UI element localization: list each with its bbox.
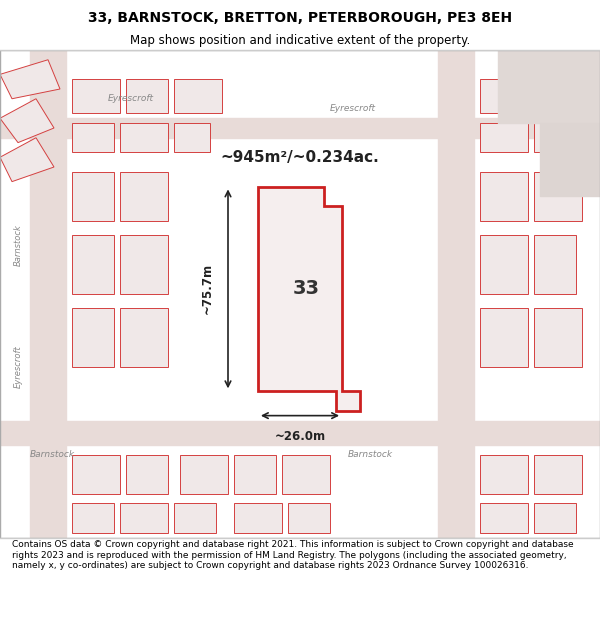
Text: ~26.0m: ~26.0m bbox=[274, 430, 326, 443]
FancyBboxPatch shape bbox=[534, 172, 582, 221]
Polygon shape bbox=[0, 99, 54, 142]
FancyBboxPatch shape bbox=[126, 454, 168, 494]
Text: ~75.7m: ~75.7m bbox=[200, 263, 214, 314]
FancyBboxPatch shape bbox=[282, 454, 330, 494]
FancyBboxPatch shape bbox=[174, 123, 210, 152]
FancyBboxPatch shape bbox=[72, 308, 114, 367]
FancyBboxPatch shape bbox=[120, 235, 168, 294]
FancyBboxPatch shape bbox=[480, 308, 528, 367]
Text: Eyrescroft: Eyrescroft bbox=[330, 104, 376, 113]
FancyBboxPatch shape bbox=[534, 235, 576, 294]
FancyBboxPatch shape bbox=[126, 79, 168, 113]
FancyBboxPatch shape bbox=[120, 308, 168, 367]
FancyBboxPatch shape bbox=[174, 79, 222, 113]
Text: Eyrescroft: Eyrescroft bbox=[108, 94, 154, 103]
FancyBboxPatch shape bbox=[72, 172, 114, 221]
FancyBboxPatch shape bbox=[534, 308, 582, 367]
Text: 33, BARNSTOCK, BRETTON, PETERBOROUGH, PE3 8EH: 33, BARNSTOCK, BRETTON, PETERBOROUGH, PE… bbox=[88, 11, 512, 25]
FancyBboxPatch shape bbox=[480, 172, 528, 221]
FancyBboxPatch shape bbox=[534, 123, 576, 152]
Text: 33: 33 bbox=[293, 279, 320, 298]
FancyBboxPatch shape bbox=[480, 503, 528, 532]
FancyBboxPatch shape bbox=[480, 454, 528, 494]
Text: Map shows position and indicative extent of the property.: Map shows position and indicative extent… bbox=[130, 34, 470, 47]
FancyBboxPatch shape bbox=[72, 503, 114, 532]
FancyBboxPatch shape bbox=[234, 503, 282, 532]
FancyBboxPatch shape bbox=[174, 503, 216, 532]
FancyBboxPatch shape bbox=[72, 123, 114, 152]
FancyBboxPatch shape bbox=[534, 454, 582, 494]
FancyBboxPatch shape bbox=[72, 454, 120, 494]
Polygon shape bbox=[0, 60, 60, 99]
Text: Contains OS data © Crown copyright and database right 2021. This information is : Contains OS data © Crown copyright and d… bbox=[12, 540, 574, 570]
FancyBboxPatch shape bbox=[234, 454, 276, 494]
FancyBboxPatch shape bbox=[288, 503, 330, 532]
FancyBboxPatch shape bbox=[120, 123, 168, 152]
FancyBboxPatch shape bbox=[480, 123, 528, 152]
Text: Barnstock: Barnstock bbox=[348, 450, 393, 459]
FancyBboxPatch shape bbox=[480, 235, 528, 294]
Text: Barnstock: Barnstock bbox=[14, 224, 23, 266]
FancyBboxPatch shape bbox=[72, 79, 120, 113]
FancyBboxPatch shape bbox=[480, 79, 528, 113]
FancyBboxPatch shape bbox=[120, 503, 168, 532]
FancyBboxPatch shape bbox=[534, 503, 576, 532]
Text: ~945m²/~0.234ac.: ~945m²/~0.234ac. bbox=[221, 150, 379, 165]
Text: Barnstock: Barnstock bbox=[30, 450, 75, 459]
Polygon shape bbox=[258, 186, 360, 411]
FancyBboxPatch shape bbox=[120, 172, 168, 221]
Text: Eyrescroft: Eyrescroft bbox=[14, 346, 23, 388]
FancyBboxPatch shape bbox=[72, 235, 114, 294]
FancyBboxPatch shape bbox=[180, 454, 228, 494]
Polygon shape bbox=[0, 138, 54, 182]
FancyBboxPatch shape bbox=[534, 79, 582, 113]
